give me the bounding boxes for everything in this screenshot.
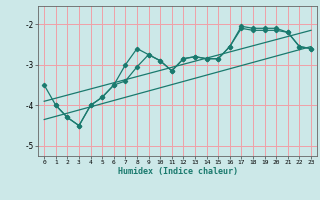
X-axis label: Humidex (Indice chaleur): Humidex (Indice chaleur) — [118, 167, 238, 176]
